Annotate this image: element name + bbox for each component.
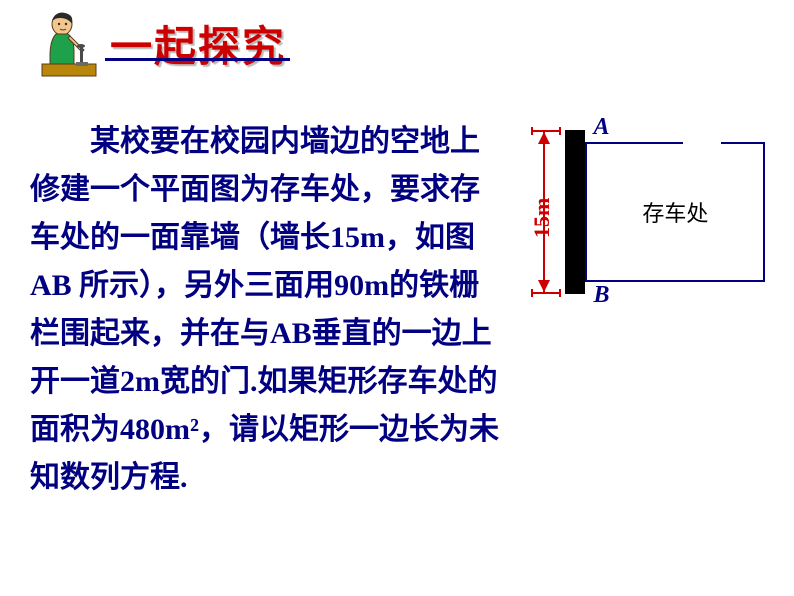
problem-text: 某校要在校园内墙边的空地上修建一个平面图为存车处，要求存车处的一面靠墙（墙长15… (30, 118, 505, 502)
header: 一起探究 (0, 0, 794, 78)
dimension-label: 15m (529, 198, 555, 238)
point-label-a: A (593, 114, 609, 141)
dim-arrow-top (538, 132, 550, 144)
wall-icon (565, 130, 585, 294)
parking-rect: 存车处 (585, 142, 765, 282)
content-row: 某校要在校园内墙边的空地上修建一个平面图为存车处，要求存车处的一面靠墙（墙长15… (0, 78, 794, 502)
dim-arrow-bottom (538, 280, 550, 292)
point-label-b: B (593, 282, 609, 309)
parking-figure: .dim-bracket-top::before,.dim-bracket-to… (523, 120, 766, 330)
student-icon (40, 8, 98, 78)
title-underline (105, 58, 290, 61)
door-gap (683, 138, 721, 148)
section-title: 一起探究 (110, 13, 286, 74)
rect-label: 存车处 (642, 196, 708, 228)
dim-cap-bottom: .dim-bracket-bot::before,.dim-bracket-bo… (531, 292, 561, 294)
